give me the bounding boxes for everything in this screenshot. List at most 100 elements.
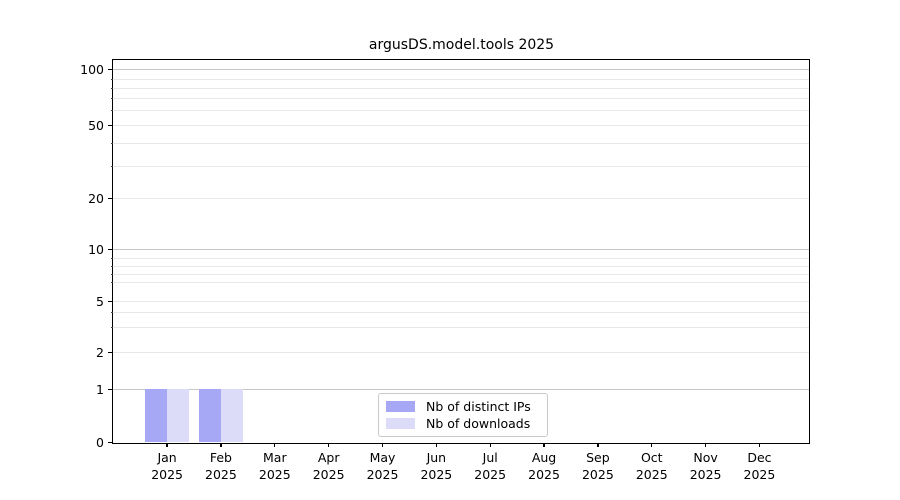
y-minor-tick-60 [110, 110, 113, 112]
bar-feb-s0 [198, 389, 221, 443]
y-tick-label-0: 0 [96, 434, 104, 450]
x-tick-month: Feb [209, 450, 232, 465]
legend-swatch-1 [386, 418, 415, 429]
legend-swatch-0 [386, 401, 415, 412]
x-tick-dec [758, 443, 761, 448]
x-tick-month: Jan [157, 450, 177, 465]
x-tick-label-sep: Sep 2025 [566, 450, 630, 483]
x-tick-sep [597, 443, 599, 448]
gridline-y-2 [113, 352, 809, 353]
gridline-y-8 [113, 266, 809, 267]
gridline-y-50 [113, 125, 809, 126]
y-minor-tick-40 [110, 143, 113, 145]
x-tick-label-dec: Dec 2025 [727, 450, 791, 483]
gridline-y-30 [113, 166, 809, 167]
bar-jan-s1 [166, 389, 189, 443]
gridline-y-70 [113, 98, 809, 99]
y-minor-tick-30 [110, 166, 113, 168]
gridline-y-1 [113, 389, 809, 390]
gridline-y-3 [113, 327, 809, 328]
y-tick-label-2: 2 [96, 344, 104, 360]
y-tick-100 [108, 69, 113, 71]
legend-row-0: Nb of distinct IPs [386, 400, 547, 413]
x-tick-year: 2025 [258, 466, 291, 482]
x-tick-month: Jul [482, 450, 498, 465]
x-tick-year: 2025 [151, 466, 183, 482]
x-tick-feb [220, 443, 222, 448]
y-minor-tick-4 [110, 312, 113, 314]
y-minor-tick-7 [110, 274, 113, 276]
x-tick-year: 2025 [420, 466, 453, 482]
legend-row-1: Nb of downloads [386, 417, 547, 430]
x-tick-nov [704, 443, 707, 448]
y-tick-10 [108, 249, 113, 251]
x-tick-label-jun: Jun 2025 [404, 450, 468, 483]
x-tick-label-feb: Feb 2025 [189, 450, 253, 483]
y-tick-0 [108, 442, 113, 444]
gridline-y-10 [113, 249, 809, 250]
x-tick-month: Dec [747, 450, 772, 465]
x-tick-label-may: May 2025 [351, 450, 415, 483]
x-tick-year: 2025 [474, 466, 507, 482]
gridline-y-4 [113, 312, 809, 313]
bar-feb-s1 [220, 389, 243, 443]
y-tick-2 [108, 352, 113, 354]
x-tick-jan [166, 443, 168, 448]
x-tick-apr [328, 443, 330, 448]
x-tick-year: 2025 [366, 466, 399, 482]
y-tick-label-100: 100 [80, 61, 104, 77]
x-tick-aug [543, 443, 545, 448]
gridline-y-60 [113, 110, 809, 111]
x-tick-month: Apr [317, 450, 340, 465]
x-tick-may [381, 443, 384, 448]
y-minor-tick-8 [110, 266, 113, 268]
gridline-y-9 [113, 258, 809, 259]
x-tick-month: Aug [531, 450, 557, 465]
x-tick-jun [435, 443, 437, 448]
x-tick-month: May [369, 450, 396, 465]
x-tick-year: 2025 [743, 466, 776, 482]
x-tick-label-apr: Apr 2025 [297, 450, 361, 483]
plot-area [112, 59, 810, 444]
bar-jan-s0 [144, 389, 167, 443]
x-tick-oct [651, 443, 653, 448]
y-tick-label-20: 20 [88, 190, 104, 206]
gridline-y-20 [113, 198, 809, 199]
y-minor-tick-90 [110, 79, 113, 81]
x-tick-label-aug: Aug 2025 [512, 450, 576, 483]
x-tick-mar [274, 443, 276, 448]
x-tick-year: 2025 [635, 466, 668, 482]
gridline-y-5 [113, 301, 809, 302]
y-minor-tick-80 [110, 88, 113, 90]
y-tick-1 [108, 389, 113, 391]
y-minor-tick-3 [110, 327, 113, 329]
y-tick-50 [108, 125, 113, 127]
y-tick-label-1: 1 [96, 381, 104, 397]
x-tick-month: Oct [640, 450, 663, 465]
x-tick-year: 2025 [528, 466, 560, 482]
x-tick-year: 2025 [581, 466, 614, 482]
legend: Nb of distinct IPs Nb of downloads [378, 393, 548, 437]
gridline-y-80 [113, 88, 809, 89]
x-tick-month: Sep [586, 450, 610, 465]
gridline-y-100 [113, 69, 809, 70]
legend-label-0: Nb of distinct IPs [426, 399, 531, 414]
x-tick-label-nov: Nov 2025 [674, 450, 738, 483]
x-tick-month: Jun [426, 450, 447, 465]
x-tick-label-jul: Jul 2025 [458, 450, 522, 483]
x-tick-label-oct: Oct 2025 [620, 450, 684, 483]
x-tick-label-jan: Jan 2025 [135, 450, 199, 483]
gridline-y-6 [113, 282, 809, 283]
y-minor-tick-6 [110, 282, 113, 284]
x-tick-month: Mar [263, 450, 287, 465]
gridline-y-40 [113, 143, 809, 144]
x-tick-year: 2025 [312, 466, 345, 482]
x-tick-label-mar: Mar 2025 [243, 450, 307, 483]
y-minor-tick-70 [110, 98, 113, 100]
y-tick-label-50: 50 [88, 117, 104, 133]
x-tick-jul [489, 443, 491, 448]
x-tick-year: 2025 [689, 466, 722, 482]
x-tick-month: Nov [693, 450, 718, 465]
gridline-y-90 [113, 79, 809, 80]
